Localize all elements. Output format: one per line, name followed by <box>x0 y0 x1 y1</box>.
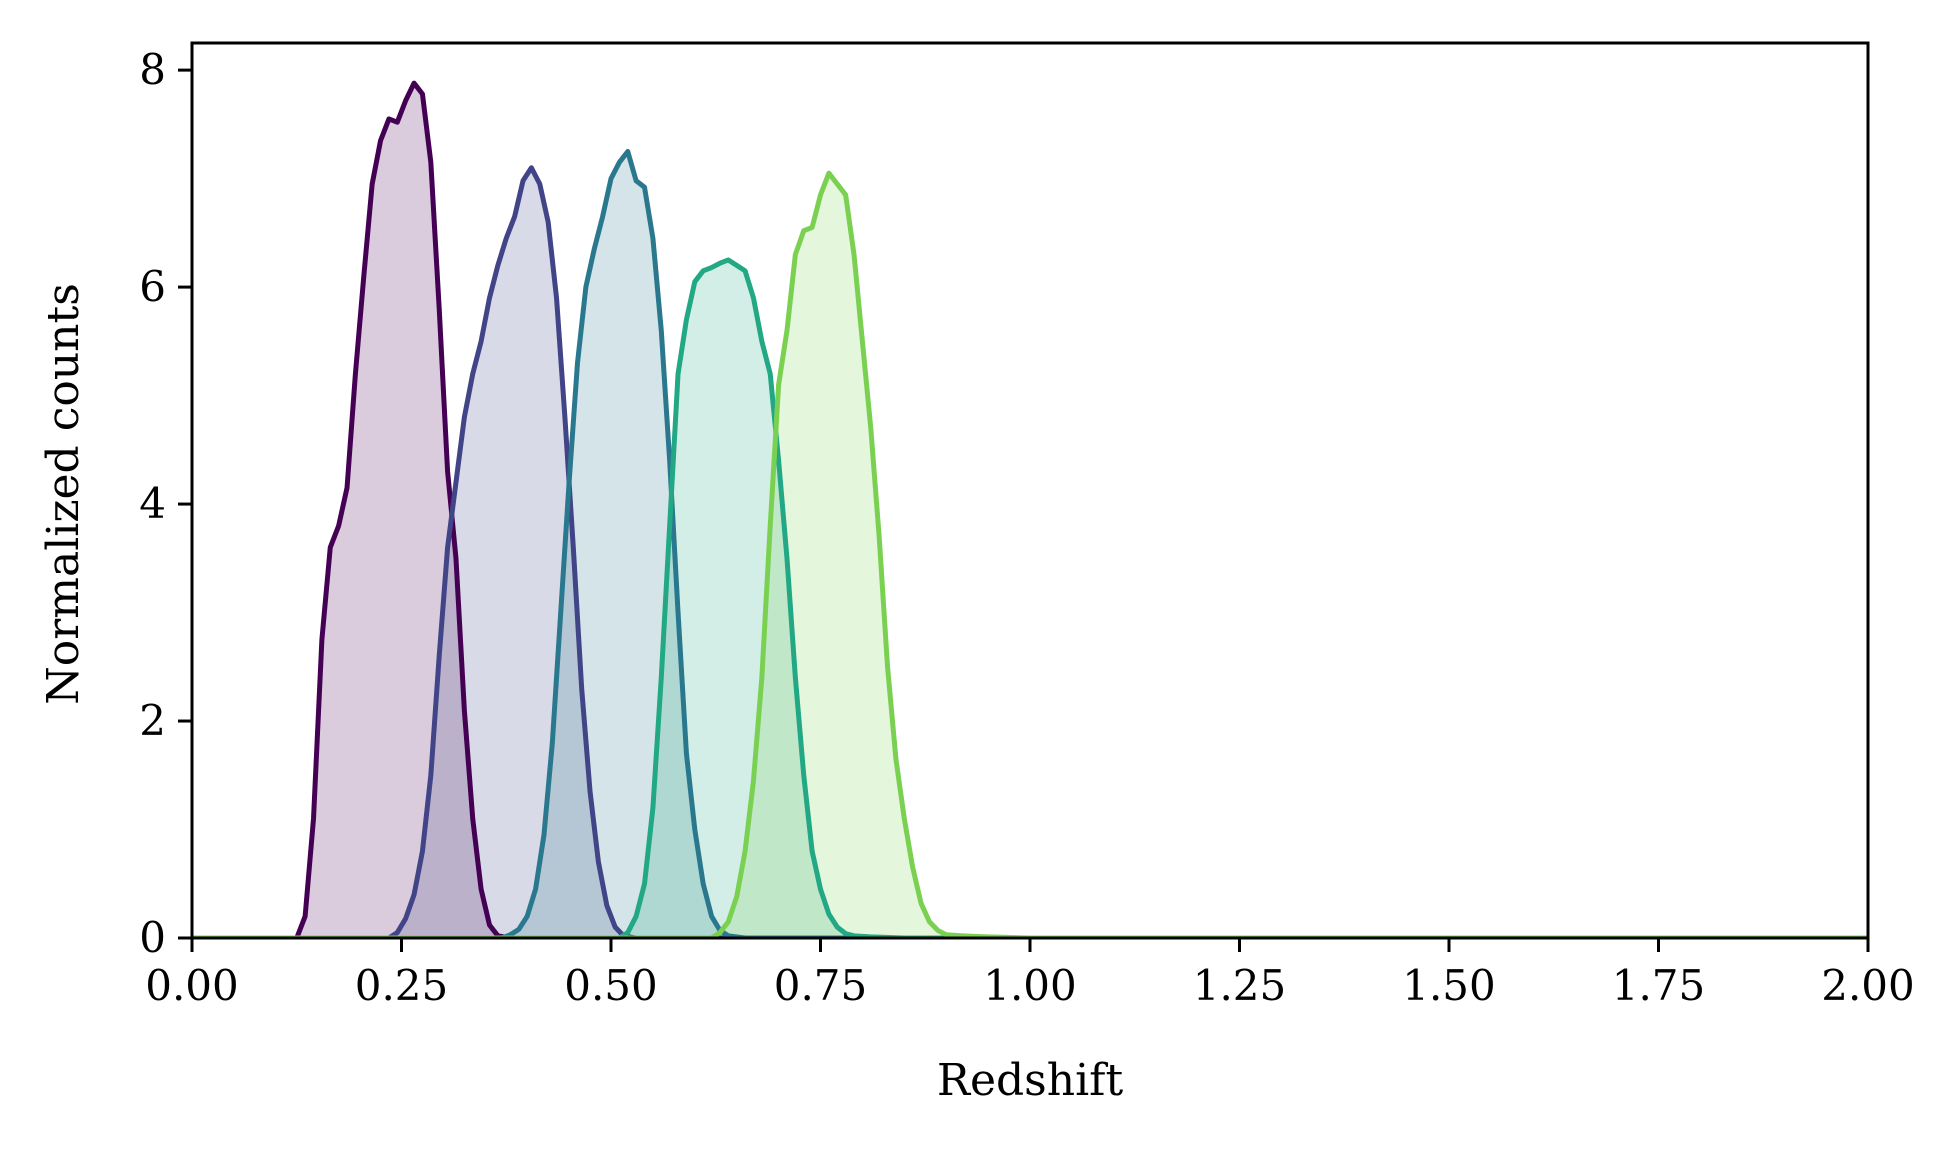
x-tick-label: 0.00 <box>145 961 239 1010</box>
series-2-line <box>192 165 1868 938</box>
y-tick-label: 2 <box>139 696 166 745</box>
y-tick-label: 8 <box>139 45 166 94</box>
series-layer <box>192 80 1868 938</box>
x-tick-label: 1.00 <box>983 961 1077 1010</box>
x-tick-label: 0.75 <box>774 961 868 1010</box>
x-tick-label: 2.00 <box>1821 961 1915 1010</box>
series-3-line <box>192 148 1868 938</box>
x-tick-label: 0.50 <box>564 961 658 1010</box>
series-5-line <box>192 170 1868 938</box>
series-2-fill <box>192 167 1868 938</box>
y-tick-label: 6 <box>139 262 166 311</box>
y-tick-label: 4 <box>139 479 166 528</box>
x-axis-label: Redshift <box>937 1055 1124 1106</box>
x-tick-label: 0.25 <box>355 961 449 1010</box>
x-tick-label: 1.75 <box>1612 961 1706 1010</box>
axes-layer: 0.00 0.25 0.50 0.75 1.00 1.25 1.50 1.75 2.00 0 2 4 6… <box>139 41 1915 1010</box>
x-tick-label: 1.50 <box>1402 961 1496 1010</box>
x-tick-label: 1.25 <box>1193 961 1287 1010</box>
series-4-line <box>192 257 1868 938</box>
series-3-fill <box>192 151 1868 938</box>
series-1-line <box>192 80 1868 938</box>
y-tick-label: 0 <box>139 913 166 962</box>
y-axis-label: Normalized counts <box>38 283 89 705</box>
series-1-fill <box>192 83 1868 938</box>
